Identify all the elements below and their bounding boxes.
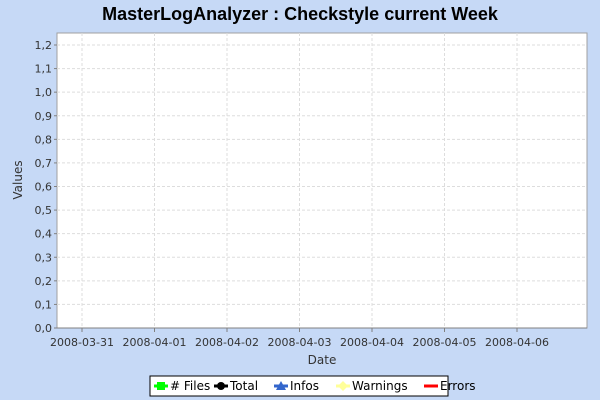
x-tick-label: 2008-04-04 [340, 336, 404, 349]
legend-item: Infos [274, 379, 319, 393]
y-gridlines [57, 44, 587, 305]
x-gridlines [81, 33, 518, 328]
x-tick-label: 2008-04-05 [413, 336, 477, 349]
y-axis-ticks: 0,0 0,1 0,2 0,3 0,4 0,5 0,6 0,7 0,8 0,9 1,0 1,1 1,2 [35, 39, 57, 335]
y-tick-label: 1,0 [35, 86, 53, 99]
y-tick-label: 0,3 [35, 251, 53, 264]
legend-label: # Files [170, 379, 210, 393]
legend-triangle-marker [276, 381, 286, 390]
legend-square-marker [157, 382, 165, 390]
x-tick-label: 2008-04-01 [123, 336, 187, 349]
x-tick-label: 2008-04-06 [485, 336, 549, 349]
x-axis-ticks: 2008-03-31 2008-04-01 2008-04-02 2008-04-03… [50, 328, 549, 349]
y-tick-label: 0,4 [35, 228, 53, 241]
x-tick-label: 2008-04-02 [195, 336, 259, 349]
y-tick-label: 0,8 [35, 133, 53, 146]
y-tick-label: 0,1 [35, 298, 53, 311]
legend-label: Infos [290, 379, 319, 393]
x-tick-label: 2008-04-03 [268, 336, 332, 349]
legend-item: Warnings [336, 379, 408, 393]
y-tick-label: 1,2 [35, 39, 53, 52]
y-tick-label: 0,6 [35, 181, 53, 194]
plot-area [56, 32, 588, 329]
legend-item: Total [214, 379, 258, 393]
y-tick-label: 0,7 [35, 157, 53, 170]
legend-items: # Files Total Infos Warnings Errors [154, 379, 476, 393]
y-tick-label: 0,5 [35, 204, 53, 217]
y-axis-label: Values [11, 160, 25, 199]
y-tick-label: 0,0 [35, 322, 53, 335]
x-axis-label: Date [308, 353, 337, 367]
legend-label: Errors [440, 379, 476, 393]
legend-diamond-marker [338, 381, 348, 391]
y-tick-label: 0,9 [35, 110, 53, 123]
legend-item: Errors [424, 379, 476, 393]
legend-label: Total [229, 379, 258, 393]
chart-title: MasterLogAnalyzer : Checkstyle current W… [102, 4, 499, 24]
x-tick-label: 2008-03-31 [50, 336, 114, 349]
legend-circle-marker [217, 382, 225, 390]
y-tick-label: 1,1 [35, 63, 53, 76]
y-tick-label: 0,2 [35, 275, 53, 288]
legend [149, 375, 449, 397]
legend-label: Warnings [352, 379, 408, 393]
legend-item: # Files [154, 379, 210, 393]
